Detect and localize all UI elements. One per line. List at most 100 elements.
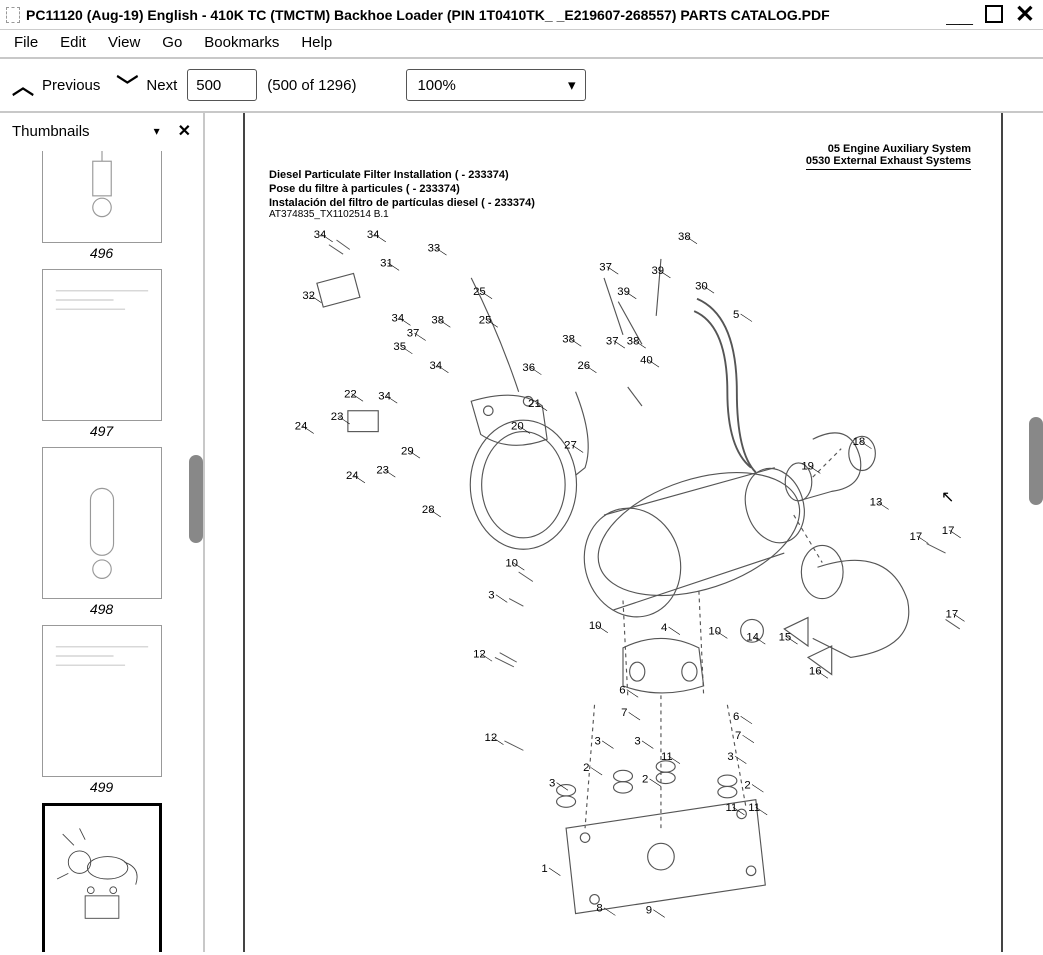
svg-text:11: 11	[661, 751, 673, 763]
menu-bookmarks[interactable]: Bookmarks	[204, 34, 279, 51]
thumbnail-500[interactable]: 500	[12, 803, 191, 952]
next-page-button[interactable]: ﹀ Next	[116, 69, 177, 101]
thumbnail-label: 497	[12, 421, 191, 439]
thumbnail-label: 498	[12, 599, 191, 617]
svg-text:29: 29	[401, 445, 414, 457]
svg-text:40: 40	[640, 354, 653, 366]
svg-text:10: 10	[589, 620, 602, 632]
page-titles: Diesel Particulate Filter Installation (…	[269, 169, 535, 210]
svg-text:34: 34	[378, 390, 391, 402]
svg-text:24: 24	[295, 421, 308, 433]
sidebar-scrollbar[interactable]	[189, 455, 203, 543]
svg-text:17: 17	[942, 525, 955, 537]
svg-text:37: 37	[407, 328, 420, 340]
svg-text:37: 37	[599, 261, 612, 273]
svg-text:10: 10	[505, 557, 518, 569]
svg-text:3: 3	[488, 590, 494, 602]
svg-text:37: 37	[606, 335, 619, 347]
svg-text:20: 20	[511, 421, 524, 433]
menu-bar: File Edit View Go Bookmarks Help	[0, 30, 1043, 59]
svg-text:34: 34	[314, 229, 327, 241]
thumbnail-498[interactable]: 498	[12, 447, 191, 617]
main-area: Thumbnails ▾ ✕ 496 497 498 499	[0, 113, 1043, 952]
thumbnail-496[interactable]: 496	[12, 151, 191, 261]
window-title: PC11120 (Aug-19) English - 410K TC (TMCT…	[26, 7, 946, 23]
menu-file[interactable]: File	[14, 34, 38, 51]
window-controls: __ ✕	[946, 5, 1035, 25]
svg-text:26: 26	[577, 360, 590, 372]
svg-text:38: 38	[562, 333, 575, 345]
minimize-button[interactable]: __	[946, 5, 973, 25]
svg-text:14: 14	[746, 631, 759, 643]
close-button[interactable]: ✕	[1015, 5, 1035, 25]
svg-text:23: 23	[376, 464, 389, 476]
thumbnail-497[interactable]: 497	[12, 269, 191, 439]
svg-text:34: 34	[392, 313, 405, 325]
menu-view[interactable]: View	[108, 34, 140, 51]
maximize-button[interactable]	[985, 5, 1003, 23]
svg-text:27: 27	[564, 440, 577, 452]
svg-text:1: 1	[541, 863, 547, 875]
thumbnail-499[interactable]: 499	[12, 625, 191, 795]
svg-text:39: 39	[617, 286, 630, 298]
thumbnail-label: 499	[12, 777, 191, 795]
svg-text:32: 32	[302, 290, 315, 302]
svg-text:12: 12	[473, 648, 486, 660]
svg-text:11: 11	[725, 802, 737, 814]
svg-text:3: 3	[549, 777, 555, 789]
chevron-up-icon: ︿	[12, 69, 34, 101]
svg-text:2: 2	[583, 762, 589, 774]
svg-text:7: 7	[621, 707, 627, 719]
svg-text:34: 34	[367, 229, 380, 241]
svg-text:34: 34	[429, 360, 442, 372]
svg-text:6: 6	[733, 711, 739, 723]
svg-text:38: 38	[678, 231, 691, 243]
page-number-input[interactable]	[187, 69, 257, 101]
page-viewport[interactable]: 05 Engine Auxiliary System 0530 External…	[205, 113, 1043, 952]
sidebar-caret-icon[interactable]: ▾	[154, 124, 160, 138]
svg-text:13: 13	[870, 497, 883, 509]
svg-text:17: 17	[946, 609, 959, 621]
svg-text:33: 33	[428, 242, 441, 254]
prev-page-button[interactable]: ︿ Previous	[12, 69, 100, 101]
parts-diagram: 3434383133373932253930343825537383738353…	[265, 221, 981, 942]
svg-text:30: 30	[695, 280, 708, 292]
section-line-2: 0530 External Exhaust Systems	[806, 155, 971, 167]
pdf-page: 05 Engine Auxiliary System 0530 External…	[243, 113, 1003, 952]
prev-label: Previous	[42, 77, 100, 94]
svg-text:18: 18	[853, 436, 866, 448]
menu-help[interactable]: Help	[301, 34, 332, 51]
viewport-scrollbar[interactable]	[1029, 417, 1043, 505]
sidebar-header: Thumbnails ▾ ✕	[0, 113, 203, 151]
section-line-1: 05 Engine Auxiliary System	[806, 143, 971, 155]
svg-text:3: 3	[595, 736, 601, 748]
svg-text:7: 7	[735, 730, 741, 742]
title-fr: Pose du filtre à particules ( - 233374)	[269, 183, 535, 197]
svg-text:25: 25	[473, 286, 486, 298]
thumbnail-label: 496	[12, 243, 191, 261]
svg-text:38: 38	[627, 335, 640, 347]
svg-text:17: 17	[910, 531, 923, 543]
svg-text:9: 9	[646, 905, 652, 917]
sidebar-close-button[interactable]: ✕	[178, 121, 191, 141]
chevron-down-icon: ﹀	[116, 69, 138, 101]
svg-text:35: 35	[393, 341, 406, 353]
menu-edit[interactable]: Edit	[60, 34, 86, 51]
svg-text:24: 24	[346, 470, 359, 482]
document-icon	[6, 7, 20, 23]
drawing-code: AT374835_TX1102514 B.1	[269, 209, 389, 220]
svg-text:3: 3	[727, 751, 733, 763]
menu-go[interactable]: Go	[162, 34, 182, 51]
svg-text:23: 23	[331, 411, 344, 423]
svg-text:39: 39	[651, 265, 664, 277]
zoom-select[interactable]: 100% ▾	[406, 69, 586, 101]
sidebar-title: Thumbnails	[12, 123, 90, 140]
zoom-value: 100%	[417, 77, 455, 94]
svg-text:19: 19	[801, 461, 814, 473]
svg-text:8: 8	[596, 903, 602, 915]
svg-text:36: 36	[522, 362, 535, 374]
svg-text:16: 16	[809, 665, 822, 677]
title-bar: PC11120 (Aug-19) English - 410K TC (TMCT…	[0, 0, 1043, 30]
svg-text:15: 15	[779, 631, 792, 643]
thumbnail-list[interactable]: 496 497 498 499 500	[0, 151, 203, 952]
